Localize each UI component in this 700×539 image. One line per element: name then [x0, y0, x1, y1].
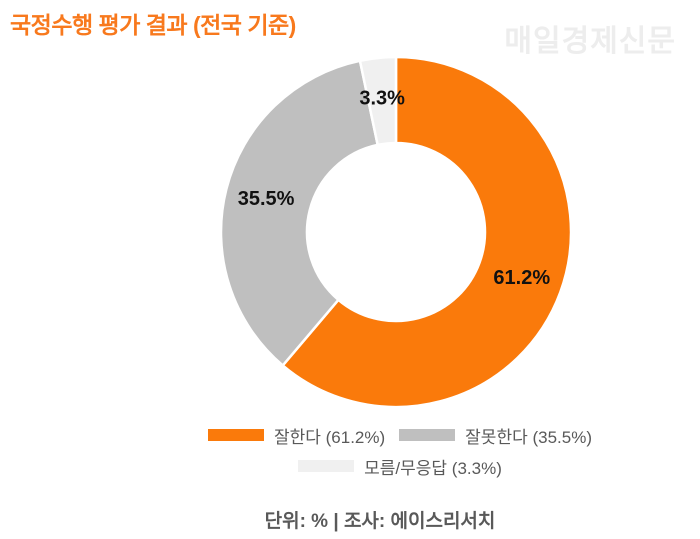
legend-row: 잘한다 (61.2%) 잘못한다 (35.5%)	[100, 423, 700, 448]
chart-legend: 잘한다 (61.2%) 잘못한다 (35.5%) 모름/무응답 (3.3%)	[100, 424, 700, 486]
legend-swatch-잘못한다	[399, 429, 456, 441]
donut-slice-모름/무응답	[358, 55, 398, 147]
legend-swatch-모름/무응답	[298, 460, 355, 472]
slice-label-잘못한다: 35.5%	[238, 188, 295, 210]
legend-label-잘한다: 잘한다 (61.2%)	[274, 427, 386, 447]
page-title: 국정수행 평가 결과 (전국 기준)	[10, 12, 296, 38]
donut-chart: 61.2% 35.5% 3.3%	[216, 52, 576, 412]
slice-label-모름/무응답: 3.3%	[359, 88, 405, 110]
legend-item-모름/무응답: 모름/무응답 (3.3%)	[298, 454, 502, 479]
slice-label-잘한다: 61.2%	[493, 267, 550, 289]
legend-label-모름/무응답: 모름/무응답 (3.3%)	[364, 458, 502, 478]
legend-swatch-잘한다	[208, 429, 264, 441]
chart-source-caption: 단위: % | 조사: 에이스리서치	[264, 511, 496, 532]
donut-slice-잘한다	[281, 55, 573, 409]
legend-item-잘못한다: 잘못한다 (35.5%)	[399, 423, 592, 448]
legend-row: 모름/무응답 (3.3%)	[100, 454, 700, 479]
legend-label-잘못한다: 잘못한다 (35.5%)	[465, 427, 592, 447]
donut-slice-잘못한다	[219, 59, 380, 368]
donut-chart-svg: 61.2% 35.5% 3.3%	[219, 55, 573, 409]
publisher-watermark: 매일경제신문	[504, 25, 676, 58]
legend-item-잘한다: 잘한다 (61.2%)	[208, 423, 385, 448]
